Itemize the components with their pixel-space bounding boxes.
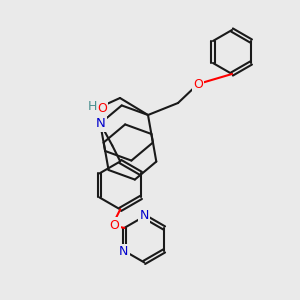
Text: H: H <box>87 100 97 113</box>
Text: O: O <box>97 101 107 115</box>
Text: N: N <box>95 117 105 130</box>
Text: O: O <box>193 77 203 91</box>
Text: N: N <box>118 245 128 258</box>
Text: O: O <box>109 219 119 232</box>
Text: N: N <box>140 209 149 222</box>
Text: O: O <box>109 219 119 232</box>
